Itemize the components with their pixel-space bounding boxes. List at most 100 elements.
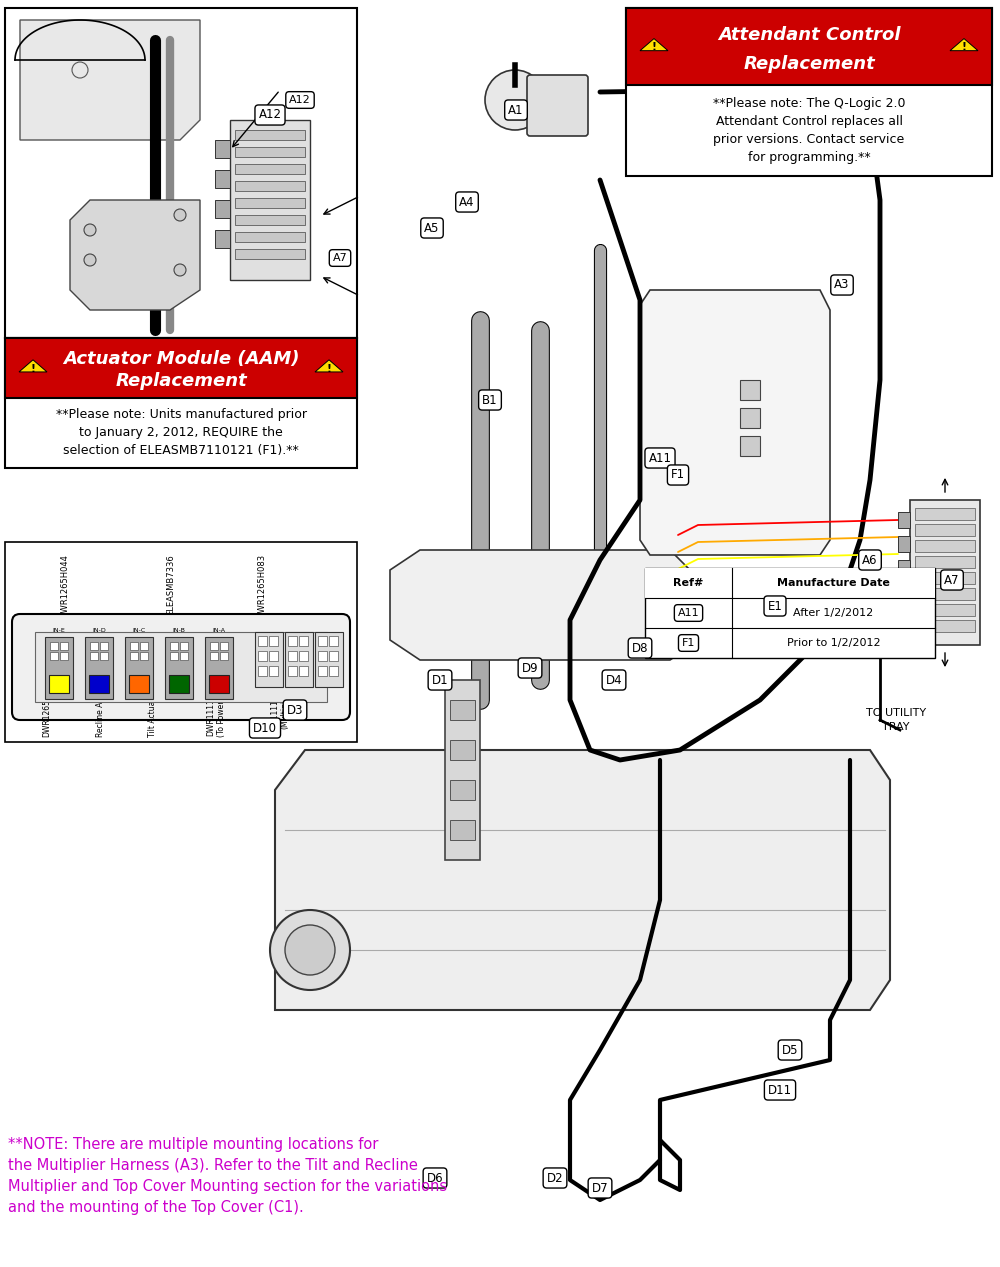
Bar (90, 653, 98, 660)
Bar (299, 666, 308, 677)
Bar (209, 675, 229, 693)
Text: IN-C: IN-C (132, 628, 146, 634)
Bar (215, 139, 230, 158)
Bar (315, 632, 343, 687)
Text: A5: A5 (424, 222, 440, 234)
Text: A11: A11 (648, 451, 672, 465)
Text: IN-E: IN-E (53, 628, 65, 634)
Text: A11: A11 (678, 608, 699, 618)
Text: !: ! (31, 364, 35, 374)
Bar (210, 642, 218, 650)
Bar (5, 542, 357, 742)
Text: TO UTILITY
TRAY: TO UTILITY TRAY (866, 708, 926, 731)
Text: **Please note: The Q-Logic 2.0
Attendant Control replaces all
prior versions. Co: **Please note: The Q-Logic 2.0 Attendant… (713, 98, 905, 165)
Text: DWR1111H053
(Multiplier): DWR1111H053 (Multiplier) (270, 679, 289, 737)
Text: ELEASMB7336: ELEASMB7336 (166, 554, 175, 614)
Bar (269, 636, 278, 646)
Text: **NOTE: There are multiple mounting locations for
the Multiplier Harness (A3). R: **NOTE: There are multiple mounting loca… (8, 1136, 447, 1215)
Bar (269, 666, 278, 677)
Text: Tilt Actuator: Tilt Actuator (148, 689, 157, 737)
Bar (220, 642, 228, 650)
Bar (50, 653, 58, 660)
Bar (220, 653, 228, 660)
Bar (235, 163, 305, 174)
Bar (89, 675, 109, 693)
Bar (915, 508, 975, 519)
Text: D6: D6 (427, 1172, 443, 1185)
Polygon shape (640, 290, 830, 555)
Text: !: ! (327, 364, 331, 374)
Polygon shape (315, 360, 343, 372)
Text: D8: D8 (632, 641, 648, 655)
Bar (318, 651, 327, 661)
Bar (130, 642, 138, 650)
Text: A6: A6 (862, 554, 878, 566)
Polygon shape (20, 20, 200, 139)
Bar (285, 632, 313, 687)
Text: A1: A1 (508, 104, 524, 117)
Text: Actuator Module (AAM): Actuator Module (AAM) (63, 350, 299, 367)
Text: IN-D: IN-D (92, 628, 106, 634)
Bar (898, 608, 910, 625)
Bar (170, 642, 178, 650)
Text: F1: F1 (671, 469, 685, 481)
FancyBboxPatch shape (12, 614, 350, 720)
Bar (898, 560, 910, 576)
Bar (915, 571, 975, 584)
Bar (915, 525, 975, 536)
Text: D11: D11 (768, 1083, 792, 1096)
Bar (915, 604, 975, 616)
Bar (255, 632, 283, 687)
Text: D3: D3 (287, 703, 303, 717)
Bar (140, 642, 148, 650)
Bar (60, 642, 68, 650)
Bar (898, 536, 910, 552)
Bar (258, 636, 267, 646)
Text: D4: D4 (606, 674, 622, 687)
Bar (100, 653, 108, 660)
Text: D10: D10 (253, 721, 277, 735)
Text: A7: A7 (333, 253, 347, 264)
Text: D5: D5 (782, 1044, 798, 1057)
Bar (60, 653, 68, 660)
Bar (740, 408, 760, 428)
Text: Replacement: Replacement (743, 54, 875, 72)
Bar (235, 147, 305, 157)
Bar (45, 637, 73, 699)
Bar (205, 637, 233, 699)
Circle shape (285, 925, 335, 976)
Text: IN-B: IN-B (173, 628, 185, 634)
Text: BUS: BUS (292, 701, 306, 707)
Bar (140, 653, 148, 660)
Bar (180, 653, 188, 660)
Bar (210, 653, 218, 660)
Text: DWR1265H083: DWR1265H083 (257, 554, 266, 618)
Text: D2: D2 (547, 1172, 563, 1185)
Text: IN-A: IN-A (212, 628, 226, 634)
Bar (165, 637, 193, 699)
Bar (915, 588, 975, 601)
Bar (269, 651, 278, 661)
Bar (258, 651, 267, 661)
Bar (288, 636, 297, 646)
Bar (35, 632, 327, 702)
Bar (5, 338, 357, 468)
Circle shape (270, 910, 350, 990)
Bar (85, 637, 113, 699)
Bar (125, 637, 153, 699)
Bar (450, 820, 475, 840)
Bar (910, 500, 980, 645)
Text: Prior to 1/2/2012: Prior to 1/2/2012 (787, 639, 880, 647)
Text: A4: A4 (459, 195, 475, 209)
Bar (90, 642, 98, 650)
Bar (450, 740, 475, 760)
Text: A12: A12 (258, 109, 282, 122)
Bar (915, 620, 975, 632)
Bar (5, 338, 357, 398)
Polygon shape (950, 38, 978, 51)
Text: !: ! (652, 42, 656, 52)
Bar (915, 556, 975, 568)
Text: DWR1265H044: DWR1265H044 (60, 554, 69, 618)
Polygon shape (275, 750, 890, 1010)
Circle shape (84, 253, 96, 266)
